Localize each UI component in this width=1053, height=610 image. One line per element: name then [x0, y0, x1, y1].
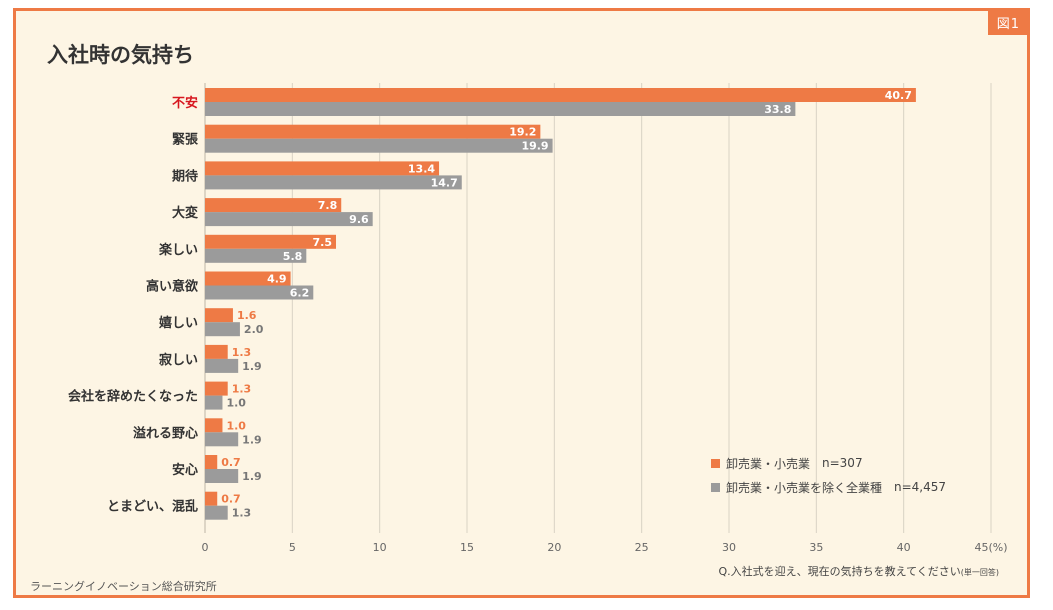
data-label-series1: 13.4: [408, 162, 435, 175]
legend-item-series2: 卸売業・小売業を除く全業種 n=4,457: [711, 475, 946, 499]
data-label-series1: 40.7: [885, 89, 912, 102]
survey-question: Q.入社式を迎え、現在の気持ちを教えてください(単一回答): [718, 563, 999, 579]
bar-series1: [205, 308, 233, 323]
bar-series1: [205, 198, 342, 213]
chart-title: 入社時の気持ち: [47, 43, 194, 67]
data-label-series1: 1.3: [232, 383, 252, 396]
x-tick-label: 10: [373, 541, 387, 554]
data-label-series2: 14.7: [431, 176, 458, 189]
x-tick-label: 45(%): [974, 541, 1007, 554]
x-tick-labels: 0 5 10 15 20 25 30 35 40 45(%): [202, 541, 1008, 554]
x-tick-label: 20: [547, 541, 561, 554]
survey-question-text: Q.入社式を迎え、現在の気持ちを教えてください: [718, 565, 961, 578]
category-label: 溢れる野心: [133, 425, 198, 441]
legend-swatch-series2: [711, 482, 720, 492]
bars: 40.7 33.8 19.219.9 13.414.7 7.8 9.6 7.5 5.8 4.96…: [205, 88, 916, 520]
bar-series2: [205, 285, 314, 300]
grid-lines: [204, 83, 992, 533]
x-tick-label: 0: [202, 541, 209, 554]
bar-series1: [205, 455, 218, 469]
data-label-series2: 2.0: [244, 323, 264, 336]
bar-series1: [205, 124, 541, 139]
bar-series2: [205, 322, 240, 337]
x-tick-label: 30: [722, 541, 736, 554]
legend-n-series1: n=307: [822, 456, 863, 470]
legend-label-series2: 卸売業・小売業を除く全業種: [726, 480, 883, 495]
bar-series1: [205, 161, 440, 176]
data-label-series2: 1.9: [242, 433, 261, 446]
data-label-series2: 33.8: [764, 103, 791, 116]
data-label-series1: 1.3: [232, 346, 252, 359]
data-label-series2: 1.3: [232, 507, 252, 520]
bar-series2: [205, 248, 307, 263]
data-label-series1: 0.7: [221, 493, 241, 506]
data-label-series1: 7.8: [318, 199, 338, 212]
bar-series2: [205, 432, 239, 447]
category-label: 期待: [172, 168, 198, 184]
bar-series2: [205, 175, 462, 190]
bar-series2: [205, 358, 239, 373]
bar-series1: [205, 491, 218, 506]
bar-series2: [205, 212, 373, 227]
source-credit: ラーニングイノベーション総合研究所: [30, 580, 217, 593]
bar-series1: [205, 344, 228, 359]
bar-series2: [205, 138, 553, 153]
category-label: とまどい、混乱: [107, 499, 198, 515]
bar-series2: [205, 102, 796, 116]
category-labels: 不安緊張期待大変楽しい高い意欲嬉しい寂しい会社を辞めたくなった溢れる野心安心とま…: [68, 95, 199, 515]
legend-item-series1: 卸売業・小売業 n=307: [711, 451, 946, 475]
data-label-series2: 6.2: [290, 287, 310, 300]
bar-series1: [205, 271, 291, 286]
data-label-series2: 9.6: [349, 213, 369, 226]
data-label-series1: 19.2: [509, 126, 536, 139]
bar-series1: [205, 418, 223, 433]
data-label-series1: 1.0: [226, 419, 246, 432]
data-label-series1: 1.6: [237, 309, 257, 322]
data-label-series1: 4.9: [267, 273, 287, 286]
data-label-series1: 7.5: [313, 236, 333, 249]
bar-series1: [205, 88, 916, 102]
bar-chart: 40.7 33.8 19.219.9 13.414.7 7.8 9.6 7.5 5.8 4.96…: [68, 83, 1008, 554]
figure-frame: 図1 入社時の気持ち 40.7 33.8 19.2 19.9 13.4 14.7 7.8 9.…: [13, 8, 1030, 598]
bar-series2: [205, 505, 228, 520]
category-label: 寂しい: [159, 352, 198, 368]
category-label: 会社を辞めたくなった: [68, 389, 198, 405]
data-label-series1: 0.7: [221, 456, 241, 469]
bar-series1: [205, 381, 228, 396]
x-tick-label: 25: [635, 541, 649, 554]
data-label-series2: 5.8: [283, 250, 303, 263]
category-label: 嬉しい: [159, 315, 198, 331]
category-label: 不安: [172, 95, 198, 111]
data-label-series2: 1.0: [226, 397, 246, 410]
data-label-series2: 1.9: [242, 360, 261, 373]
category-label: 高い意欲: [146, 279, 198, 295]
x-tick-label: 40: [897, 541, 911, 554]
category-label: 緊張: [172, 132, 199, 148]
figure-badge: 図1: [987, 11, 1027, 35]
data-label-series2: 19.9: [521, 140, 548, 153]
legend-n-series2: n=4,457: [894, 480, 947, 494]
legend-label-series1: 卸売業・小売業: [726, 456, 811, 471]
category-label: 楽しい: [158, 242, 198, 258]
category-label: 大変: [172, 205, 198, 221]
x-tick-label: 15: [460, 541, 474, 554]
survey-question-note: (単一回答): [960, 568, 999, 577]
x-tick-label: 5: [289, 541, 296, 554]
bar-series2: [205, 469, 239, 483]
x-tick-label: 35: [809, 541, 823, 554]
data-label-series2: 1.9: [242, 470, 261, 483]
legend: 卸売業・小売業 n=307 卸売業・小売業を除く全業種 n=4,457: [711, 451, 946, 499]
legend-swatch-series1: [711, 458, 720, 468]
bar-series2: [205, 395, 223, 410]
category-label: 安心: [172, 462, 198, 478]
bar-series1: [205, 234, 336, 249]
